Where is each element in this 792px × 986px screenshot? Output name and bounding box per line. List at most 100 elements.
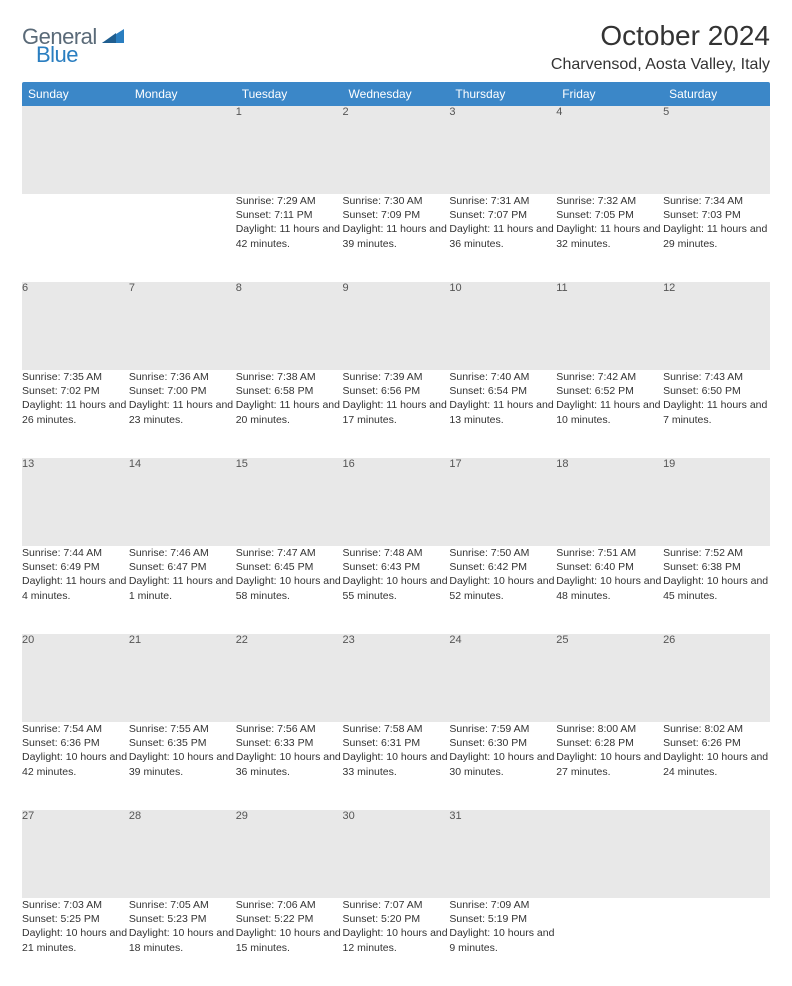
title-block: October 2024 Charvensod, Aosta Valley, I… <box>551 20 770 74</box>
daylight-text: Daylight: 10 hours and 15 minutes. <box>236 926 343 954</box>
sunrise-text: Sunrise: 7:58 AM <box>343 722 450 736</box>
sunrise-text: Sunrise: 7:44 AM <box>22 546 129 560</box>
day-number-cell: 18 <box>556 458 663 546</box>
daylight-text: Daylight: 11 hours and 17 minutes. <box>343 398 450 426</box>
daylight-text: Daylight: 10 hours and 45 minutes. <box>663 574 770 602</box>
day-content-cell: Sunrise: 7:50 AMSunset: 6:42 PMDaylight:… <box>449 546 556 634</box>
daylight-text: Daylight: 10 hours and 52 minutes. <box>449 574 556 602</box>
day-content-row: Sunrise: 7:35 AMSunset: 7:02 PMDaylight:… <box>22 370 770 458</box>
day-content-cell <box>129 194 236 282</box>
sunset-text: Sunset: 5:22 PM <box>236 912 343 926</box>
day-content-cell: Sunrise: 7:44 AMSunset: 6:49 PMDaylight:… <box>22 546 129 634</box>
day-number-cell: 8 <box>236 282 343 370</box>
sunset-text: Sunset: 6:56 PM <box>343 384 450 398</box>
sunset-text: Sunset: 6:26 PM <box>663 736 770 750</box>
daylight-text: Daylight: 10 hours and 55 minutes. <box>343 574 450 602</box>
sunset-text: Sunset: 6:52 PM <box>556 384 663 398</box>
day-number-row: 6789101112 <box>22 282 770 370</box>
day-number-row: 2728293031 <box>22 810 770 898</box>
weekday-header: Tuesday <box>236 82 343 106</box>
day-content-cell: Sunrise: 7:51 AMSunset: 6:40 PMDaylight:… <box>556 546 663 634</box>
day-number-row: 12345 <box>22 106 770 194</box>
daylight-text: Daylight: 10 hours and 42 minutes. <box>22 750 129 778</box>
day-content-cell: Sunrise: 7:31 AMSunset: 7:07 PMDaylight:… <box>449 194 556 282</box>
sunrise-text: Sunrise: 7:05 AM <box>129 898 236 912</box>
daylight-text: Daylight: 11 hours and 26 minutes. <box>22 398 129 426</box>
day-content-cell: Sunrise: 7:32 AMSunset: 7:05 PMDaylight:… <box>556 194 663 282</box>
sunrise-text: Sunrise: 7:07 AM <box>343 898 450 912</box>
sunrise-text: Sunrise: 8:02 AM <box>663 722 770 736</box>
sunrise-text: Sunrise: 7:59 AM <box>449 722 556 736</box>
weekday-header: Wednesday <box>343 82 450 106</box>
sunrise-text: Sunrise: 7:32 AM <box>556 194 663 208</box>
sunrise-text: Sunrise: 7:56 AM <box>236 722 343 736</box>
day-number-cell: 22 <box>236 634 343 722</box>
daylight-text: Daylight: 11 hours and 36 minutes. <box>449 222 556 250</box>
day-content-cell: Sunrise: 7:40 AMSunset: 6:54 PMDaylight:… <box>449 370 556 458</box>
logo-triangle-icon <box>102 29 124 48</box>
day-content-cell: Sunrise: 7:39 AMSunset: 6:56 PMDaylight:… <box>343 370 450 458</box>
sunrise-text: Sunrise: 7:55 AM <box>129 722 236 736</box>
sunset-text: Sunset: 7:05 PM <box>556 208 663 222</box>
day-number-cell: 6 <box>22 282 129 370</box>
day-number-cell: 26 <box>663 634 770 722</box>
sunrise-text: Sunrise: 7:50 AM <box>449 546 556 560</box>
day-number-cell: 7 <box>129 282 236 370</box>
sunset-text: Sunset: 6:58 PM <box>236 384 343 398</box>
sunset-text: Sunset: 7:02 PM <box>22 384 129 398</box>
day-content-row: Sunrise: 7:44 AMSunset: 6:49 PMDaylight:… <box>22 546 770 634</box>
day-content-cell: Sunrise: 7:05 AMSunset: 5:23 PMDaylight:… <box>129 898 236 986</box>
sunrise-text: Sunrise: 7:09 AM <box>449 898 556 912</box>
location-subtitle: Charvensod, Aosta Valley, Italy <box>551 56 770 74</box>
day-number-cell: 23 <box>343 634 450 722</box>
day-content-cell <box>22 194 129 282</box>
day-content-cell: Sunrise: 7:09 AMSunset: 5:19 PMDaylight:… <box>449 898 556 986</box>
day-number-cell: 11 <box>556 282 663 370</box>
weekday-header: Sunday <box>22 82 129 106</box>
daylight-text: Daylight: 11 hours and 39 minutes. <box>343 222 450 250</box>
sunset-text: Sunset: 6:38 PM <box>663 560 770 574</box>
daylight-text: Daylight: 10 hours and 39 minutes. <box>129 750 236 778</box>
sunset-text: Sunset: 6:31 PM <box>343 736 450 750</box>
day-content-cell <box>663 898 770 986</box>
daylight-text: Daylight: 10 hours and 27 minutes. <box>556 750 663 778</box>
sunrise-text: Sunrise: 7:46 AM <box>129 546 236 560</box>
day-number-cell <box>129 106 236 194</box>
sunset-text: Sunset: 7:00 PM <box>129 384 236 398</box>
day-number-row: 20212223242526 <box>22 634 770 722</box>
sunrise-text: Sunrise: 7:43 AM <box>663 370 770 384</box>
sunset-text: Sunset: 5:20 PM <box>343 912 450 926</box>
daylight-text: Daylight: 11 hours and 10 minutes. <box>556 398 663 426</box>
day-number-cell: 30 <box>343 810 450 898</box>
day-number-cell: 17 <box>449 458 556 546</box>
day-content-cell: Sunrise: 7:56 AMSunset: 6:33 PMDaylight:… <box>236 722 343 810</box>
weekday-header: Monday <box>129 82 236 106</box>
day-content-cell: Sunrise: 7:52 AMSunset: 6:38 PMDaylight:… <box>663 546 770 634</box>
daylight-text: Daylight: 10 hours and 9 minutes. <box>449 926 556 954</box>
day-content-cell: Sunrise: 7:58 AMSunset: 6:31 PMDaylight:… <box>343 722 450 810</box>
header: General Blue October 2024 Charvensod, Ao… <box>22 20 770 74</box>
day-number-cell <box>663 810 770 898</box>
sunrise-text: Sunrise: 7:47 AM <box>236 546 343 560</box>
weekday-header-row: Sunday Monday Tuesday Wednesday Thursday… <box>22 82 770 106</box>
day-content-cell: Sunrise: 7:48 AMSunset: 6:43 PMDaylight:… <box>343 546 450 634</box>
day-number-cell <box>556 810 663 898</box>
sunrise-text: Sunrise: 7:31 AM <box>449 194 556 208</box>
day-number-cell: 10 <box>449 282 556 370</box>
day-content-cell: Sunrise: 7:55 AMSunset: 6:35 PMDaylight:… <box>129 722 236 810</box>
sunset-text: Sunset: 6:47 PM <box>129 560 236 574</box>
sunrise-text: Sunrise: 7:38 AM <box>236 370 343 384</box>
daylight-text: Daylight: 10 hours and 30 minutes. <box>449 750 556 778</box>
day-content-cell: Sunrise: 7:29 AMSunset: 7:11 PMDaylight:… <box>236 194 343 282</box>
page-title: October 2024 <box>551 20 770 52</box>
day-content-cell: Sunrise: 7:07 AMSunset: 5:20 PMDaylight:… <box>343 898 450 986</box>
daylight-text: Daylight: 11 hours and 23 minutes. <box>129 398 236 426</box>
day-number-cell: 1 <box>236 106 343 194</box>
day-number-cell: 29 <box>236 810 343 898</box>
day-content-row: Sunrise: 7:03 AMSunset: 5:25 PMDaylight:… <box>22 898 770 986</box>
sunset-text: Sunset: 6:42 PM <box>449 560 556 574</box>
day-content-cell: Sunrise: 7:47 AMSunset: 6:45 PMDaylight:… <box>236 546 343 634</box>
sunrise-text: Sunrise: 7:34 AM <box>663 194 770 208</box>
sunset-text: Sunset: 6:30 PM <box>449 736 556 750</box>
day-content-cell: Sunrise: 7:46 AMSunset: 6:47 PMDaylight:… <box>129 546 236 634</box>
